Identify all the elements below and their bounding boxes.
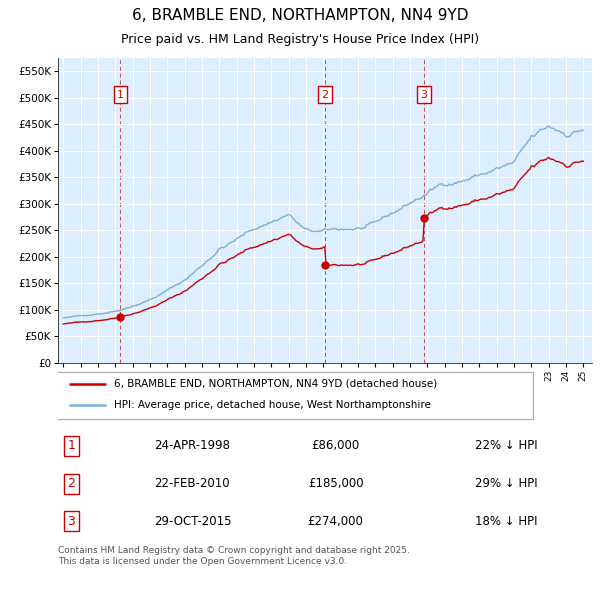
- Text: 29% ↓ HPI: 29% ↓ HPI: [475, 477, 537, 490]
- Text: Contains HM Land Registry data © Crown copyright and database right 2025.
This d: Contains HM Land Registry data © Crown c…: [58, 546, 410, 566]
- Text: £185,000: £185,000: [308, 477, 364, 490]
- Text: Price paid vs. HM Land Registry's House Price Index (HPI): Price paid vs. HM Land Registry's House …: [121, 34, 479, 47]
- Text: 3: 3: [421, 90, 427, 100]
- Text: HPI: Average price, detached house, West Northamptonshire: HPI: Average price, detached house, West…: [114, 401, 431, 411]
- Text: 1: 1: [117, 90, 124, 100]
- Text: 6, BRAMBLE END, NORTHAMPTON, NN4 9YD (detached house): 6, BRAMBLE END, NORTHAMPTON, NN4 9YD (de…: [114, 379, 437, 389]
- Text: 24-APR-1998: 24-APR-1998: [154, 439, 230, 452]
- Text: 3: 3: [67, 515, 75, 528]
- Text: 22% ↓ HPI: 22% ↓ HPI: [475, 439, 537, 452]
- FancyBboxPatch shape: [53, 372, 533, 419]
- Text: 2: 2: [67, 477, 75, 490]
- Text: 18% ↓ HPI: 18% ↓ HPI: [475, 515, 537, 528]
- Text: 1: 1: [67, 439, 75, 452]
- Text: 6, BRAMBLE END, NORTHAMPTON, NN4 9YD: 6, BRAMBLE END, NORTHAMPTON, NN4 9YD: [132, 8, 468, 24]
- Text: 29-OCT-2015: 29-OCT-2015: [154, 515, 232, 528]
- Text: 22-FEB-2010: 22-FEB-2010: [154, 477, 230, 490]
- Text: £86,000: £86,000: [311, 439, 360, 452]
- Text: 2: 2: [322, 90, 329, 100]
- Text: £274,000: £274,000: [308, 515, 364, 528]
